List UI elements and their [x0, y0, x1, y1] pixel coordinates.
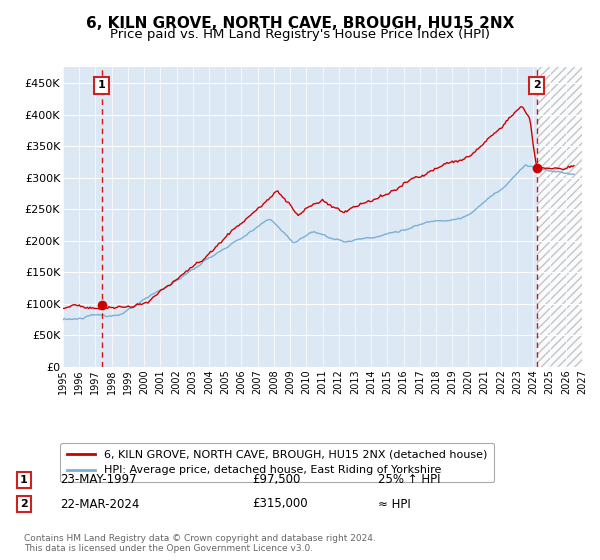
- Text: £315,000: £315,000: [252, 497, 308, 511]
- Text: 1: 1: [20, 475, 28, 485]
- Text: 1: 1: [98, 80, 106, 90]
- Text: 25% ↑ HPI: 25% ↑ HPI: [378, 473, 440, 487]
- Text: 22-MAR-2024: 22-MAR-2024: [60, 497, 139, 511]
- Text: 2: 2: [533, 80, 541, 90]
- Text: ≈ HPI: ≈ HPI: [378, 497, 411, 511]
- Text: 2: 2: [20, 499, 28, 509]
- Text: 6, KILN GROVE, NORTH CAVE, BROUGH, HU15 2NX: 6, KILN GROVE, NORTH CAVE, BROUGH, HU15 …: [86, 16, 514, 31]
- Text: £97,500: £97,500: [252, 473, 301, 487]
- Text: 23-MAY-1997: 23-MAY-1997: [60, 473, 137, 487]
- Polygon shape: [537, 67, 582, 367]
- Text: Price paid vs. HM Land Registry's House Price Index (HPI): Price paid vs. HM Land Registry's House …: [110, 28, 490, 41]
- Text: Contains HM Land Registry data © Crown copyright and database right 2024.
This d: Contains HM Land Registry data © Crown c…: [24, 534, 376, 553]
- Legend: 6, KILN GROVE, NORTH CAVE, BROUGH, HU15 2NX (detached house), HPI: Average price: 6, KILN GROVE, NORTH CAVE, BROUGH, HU15 …: [61, 443, 494, 482]
